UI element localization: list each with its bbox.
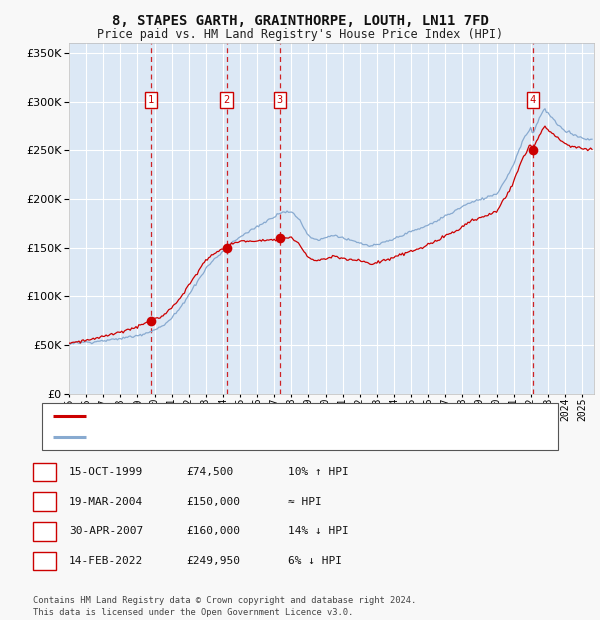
Text: 8, STAPES GARTH, GRAINTHORPE, LOUTH, LN11 7FD (detached house): 8, STAPES GARTH, GRAINTHORPE, LOUTH, LN1… bbox=[92, 410, 464, 420]
Text: ≈ HPI: ≈ HPI bbox=[288, 497, 322, 507]
Text: 15-OCT-1999: 15-OCT-1999 bbox=[69, 467, 143, 477]
Text: £160,000: £160,000 bbox=[186, 526, 240, 536]
Text: 1: 1 bbox=[148, 95, 154, 105]
Text: 2: 2 bbox=[41, 497, 48, 507]
Text: 4: 4 bbox=[41, 556, 48, 566]
Text: 6% ↓ HPI: 6% ↓ HPI bbox=[288, 556, 342, 566]
Text: 14-FEB-2022: 14-FEB-2022 bbox=[69, 556, 143, 566]
Text: 30-APR-2007: 30-APR-2007 bbox=[69, 526, 143, 536]
Text: 1: 1 bbox=[41, 467, 48, 477]
Text: 3: 3 bbox=[277, 95, 283, 105]
Text: 8, STAPES GARTH, GRAINTHORPE, LOUTH, LN11 7FD: 8, STAPES GARTH, GRAINTHORPE, LOUTH, LN1… bbox=[112, 14, 488, 28]
Text: 10% ↑ HPI: 10% ↑ HPI bbox=[288, 467, 349, 477]
Text: 14% ↓ HPI: 14% ↓ HPI bbox=[288, 526, 349, 536]
Text: Price paid vs. HM Land Registry's House Price Index (HPI): Price paid vs. HM Land Registry's House … bbox=[97, 28, 503, 41]
Text: £249,950: £249,950 bbox=[186, 556, 240, 566]
Text: Contains HM Land Registry data © Crown copyright and database right 2024.
This d: Contains HM Land Registry data © Crown c… bbox=[33, 596, 416, 617]
Text: 3: 3 bbox=[41, 526, 48, 536]
Text: 2: 2 bbox=[223, 95, 230, 105]
Text: £74,500: £74,500 bbox=[186, 467, 233, 477]
Text: £150,000: £150,000 bbox=[186, 497, 240, 507]
Text: 19-MAR-2004: 19-MAR-2004 bbox=[69, 497, 143, 507]
Text: 4: 4 bbox=[530, 95, 536, 105]
Text: HPI: Average price, detached house, East Lindsey: HPI: Average price, detached house, East… bbox=[92, 432, 380, 442]
